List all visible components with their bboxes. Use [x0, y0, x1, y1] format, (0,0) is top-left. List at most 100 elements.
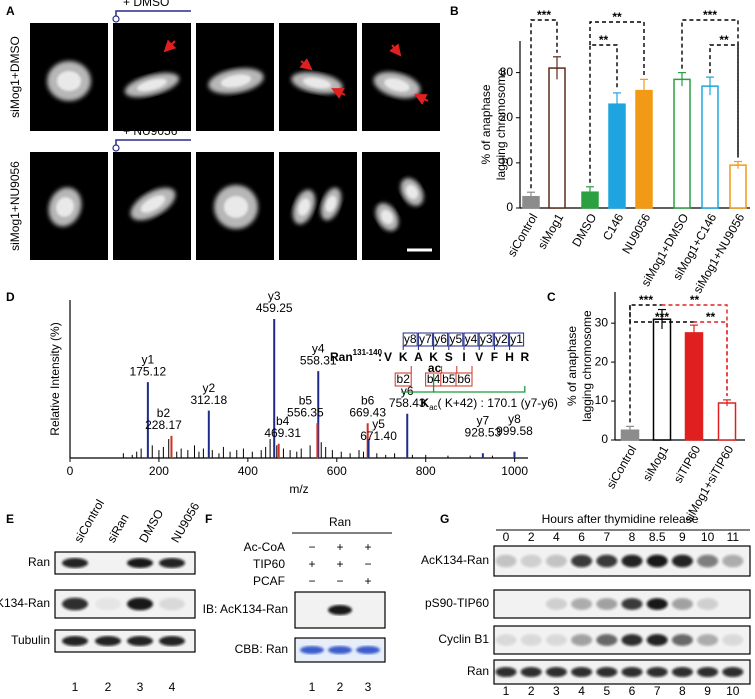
micrograph [362, 152, 440, 260]
band [621, 634, 643, 646]
row-label: Cyclin B1 [438, 632, 489, 646]
blot-label: IB: AcK134-Ran [203, 602, 288, 616]
lane-number: 2 [337, 680, 344, 694]
band [671, 554, 693, 568]
band [697, 598, 719, 610]
lane-number: 2 [528, 684, 535, 698]
condition-sign: + [336, 557, 343, 571]
mod-bracket [432, 374, 526, 393]
y-tick-label: 10 [595, 393, 609, 407]
x-tick-label: siMog1 [535, 211, 567, 252]
b-ion: b6 [457, 372, 471, 386]
mz-label: 459.25 [256, 301, 293, 315]
error-bar [553, 56, 561, 80]
band [495, 554, 517, 568]
peptide-range: 131-140 [353, 348, 383, 357]
mz-label: 228.17 [145, 418, 182, 432]
b-ion: b5 [442, 372, 456, 386]
significance-label: ** [690, 293, 700, 307]
band [356, 646, 380, 654]
treatment-label: + NU9056 [123, 124, 178, 138]
condition-sign: − [336, 574, 343, 588]
treatment-bracket [115, 139, 191, 145]
row-label: pS90-TIP60 [425, 596, 489, 610]
time-label: 45' [420, 155, 436, 169]
chromosome-core [384, 78, 410, 92]
time-label: -15' [84, 26, 104, 40]
ion-label: b6 [361, 393, 375, 407]
y-tick-label: 10 [500, 155, 514, 169]
error-bar [586, 186, 594, 198]
x-tick-label: 200 [149, 464, 169, 478]
chromosome-core [405, 184, 419, 200]
panel-letter: B [450, 4, 459, 18]
error-bar [658, 308, 666, 329]
lane-label: NU9056 [168, 500, 202, 545]
x-tick-label: siMog1 [640, 443, 672, 484]
band [722, 666, 744, 678]
condition-sign: + [308, 557, 315, 571]
blot [54, 629, 196, 653]
y-axis-label: lagging chromosome [494, 68, 508, 180]
lane-number: 3 [365, 680, 372, 694]
chromosome-core [56, 197, 74, 217]
condition-label: TIP60 [253, 557, 285, 571]
treatment-marker [112, 15, 120, 23]
bar [548, 67, 566, 209]
residue: I [462, 350, 465, 364]
separator: : [378, 350, 382, 364]
ion-label: y4 [312, 341, 325, 355]
blot-title: Ran [329, 515, 351, 529]
residue: A [414, 350, 423, 364]
x-tick-label: DMSO [569, 211, 599, 249]
mod-note: Kac( K+42) : 170.1 (y7-y6) [420, 396, 558, 412]
x-tick-label: 400 [238, 464, 258, 478]
band [697, 634, 719, 646]
band [545, 598, 567, 610]
y-axis-label: lagging chromosome [580, 310, 594, 422]
lane-label: siControl [71, 497, 107, 545]
significance-label: ** [706, 310, 716, 324]
mz-label: 758.43 [389, 396, 426, 410]
chromosome-core [223, 196, 249, 218]
treatment-bracket [115, 10, 191, 16]
arrow [163, 39, 177, 53]
band [545, 666, 567, 678]
treatment-label: + DMSO [123, 0, 169, 9]
band [62, 636, 88, 646]
bar [701, 85, 719, 209]
band [671, 634, 693, 646]
hour-label: 7 [603, 530, 610, 544]
mz-label: 312.18 [190, 393, 227, 407]
y-tick-label: 30 [500, 65, 514, 79]
time-label: 35' [337, 155, 353, 169]
band [571, 554, 593, 568]
band [596, 554, 618, 568]
significance-label: *** [537, 8, 551, 22]
lane-number: 9 [704, 684, 711, 698]
residue: R [520, 350, 529, 364]
ion-box [394, 372, 412, 387]
hour-label: 9 [679, 530, 686, 544]
time-label: 0' [178, 155, 187, 169]
ion-label: b5 [299, 393, 313, 407]
condition-sign: + [336, 540, 343, 554]
y-tick-label: 20 [500, 110, 514, 124]
condition-label: PCAF [253, 574, 285, 588]
ion-label: y3 [268, 289, 281, 303]
y-axis-label: Relative Intensity (%) [48, 322, 62, 435]
x-tick-label: siControl [604, 443, 640, 491]
x-tick-label: 1000 [501, 464, 528, 478]
band [722, 634, 744, 646]
band [646, 634, 668, 646]
bar [652, 318, 672, 441]
bar [729, 164, 747, 209]
band [596, 598, 618, 610]
chromosome-core [297, 198, 311, 216]
significance-label: ** [599, 33, 609, 47]
hour-label: 4 [553, 530, 560, 544]
row-label: siMog1+NU9056 [8, 161, 22, 251]
y-tick-label: 30 [595, 315, 609, 329]
chromosome-core [302, 77, 332, 89]
y-ion: y2 [495, 332, 508, 346]
